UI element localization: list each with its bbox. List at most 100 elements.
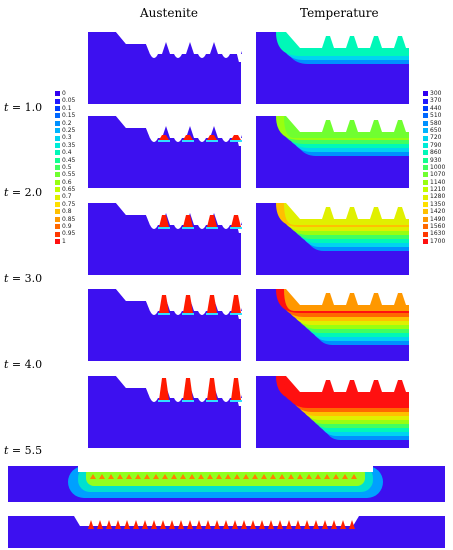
legend-swatch [423,165,428,171]
legend-swatch [423,105,428,111]
legend-swatch [55,165,60,171]
legend-swatch [55,157,60,163]
legend-label: 1350 [430,200,446,208]
legend-label: 580 [430,119,442,127]
temperature-legend-entry: 1070 [423,171,445,178]
header-temperature: Temperature [300,6,379,20]
temperature-legend-entry: 1140 [423,179,445,186]
austenite-legend-entry: 0.85 [55,216,75,223]
legend-swatch [423,120,428,126]
legend-label: 0.65 [62,186,76,194]
legend-label: 0.15 [62,112,76,120]
legend-swatch [423,91,428,97]
temperature-legend-entry: 1560 [423,223,445,230]
legend-swatch [423,209,428,215]
austenite-legend-entry: 0.3 [55,134,75,141]
temperature-legend-entry: 860 [423,149,445,156]
legend-label: 1630 [430,230,446,238]
legend-label: 0.95 [62,230,76,238]
temperature-legend-entry: 580 [423,120,445,127]
austenite-legend-entry: 0.5 [55,164,75,171]
full-austenite-strip [8,512,445,548]
austenite-legend-entry: 0.95 [55,230,75,237]
austenite-panel [88,203,242,275]
austenite-legend-entry: 0 [55,90,75,97]
temperature-panel [256,203,409,275]
time-label-1: t = 1.0 [4,101,43,114]
legend-label: 0.7 [62,193,72,201]
legend-swatch [423,98,428,104]
legend-swatch [55,135,60,141]
legend-swatch [55,231,60,237]
legend-swatch [423,128,428,134]
austenite-legend-entry: 0.35 [55,142,75,149]
austenite-legend-entry: 0.2 [55,120,75,127]
temperature-legend-entry: 930 [423,157,445,164]
legend-label: 1070 [430,171,446,179]
legend-swatch [55,128,60,134]
austenite-legend-entry: 0.45 [55,157,75,164]
legend-swatch [423,239,428,244]
temperature-legend-entry: 1280 [423,193,445,200]
austenite-color-legend: 0 0.05 0.1 0.15 0.2 0.25 0.3 0.35 0.4 0.45 0.5 0.55… [55,90,75,245]
legend-label: 0.3 [62,134,72,142]
legend-swatch [423,224,428,230]
legend-label: 720 [430,134,442,142]
temperature-legend-entry: 650 [423,127,445,134]
legend-label: 1140 [430,178,446,186]
temperature-legend-entry: 510 [423,112,445,119]
legend-swatch [423,231,428,237]
legend-label: 0.6 [62,178,72,186]
austenite-legend-entry: 0.65 [55,186,75,193]
austenite-legend-entry: 0.05 [55,97,75,104]
austenite-legend-entry: 0.6 [55,179,75,186]
austenite-legend-entry: 0.15 [55,112,75,119]
legend-label: 1210 [430,186,446,194]
legend-swatch [423,216,428,222]
austenite-legend-entry: 0.1 [55,105,75,112]
legend-label: 1700 [430,237,446,245]
austenite-panel [88,289,242,361]
legend-label: 1490 [430,215,446,223]
legend-swatch [55,150,60,156]
temperature-legend-entry: 1630 [423,230,445,237]
legend-label: 0.45 [62,156,76,164]
legend-swatch [55,113,60,119]
temperature-panel [256,376,409,448]
austenite-panel [88,32,242,104]
austenite-legend-entry: 0.9 [55,223,75,230]
full-temperature-strip [8,466,445,502]
temperature-panel [256,116,409,188]
legend-label: 0.2 [62,119,72,127]
temperature-legend-entry: 1490 [423,216,445,223]
austenite-legend-entry: 1 [55,238,75,245]
legend-label: 440 [430,104,442,112]
legend-label: 0.4 [62,149,72,157]
time-label-2: t = 2.0 [4,186,43,199]
legend-label: 1420 [430,208,446,216]
legend-label: 0.25 [62,126,76,134]
austenite-legend-entry: 0.25 [55,127,75,134]
temperature-legend-entry: 1350 [423,201,445,208]
legend-swatch [423,187,428,193]
austenite-panel [88,376,242,448]
time-label-4: t = 4.0 [4,358,43,371]
legend-swatch [55,179,60,185]
legend-label: 0.8 [62,208,72,216]
legend-swatch [55,209,60,215]
austenite-panel [88,116,242,188]
legend-swatch [55,91,60,97]
legend-label: 510 [430,112,442,120]
legend-swatch [423,157,428,163]
temperature-legend-entry: 1700 [423,238,445,245]
legend-swatch [55,120,60,126]
legend-swatch [55,142,60,148]
legend-label: 0 [62,90,66,97]
temperature-legend-entry: 1000 [423,164,445,171]
temperature-panel [256,32,409,104]
legend-label: 1280 [430,193,446,201]
temperature-legend-entry: 790 [423,142,445,149]
legend-swatch [55,202,60,208]
legend-label: 790 [430,141,442,149]
legend-swatch [55,98,60,104]
